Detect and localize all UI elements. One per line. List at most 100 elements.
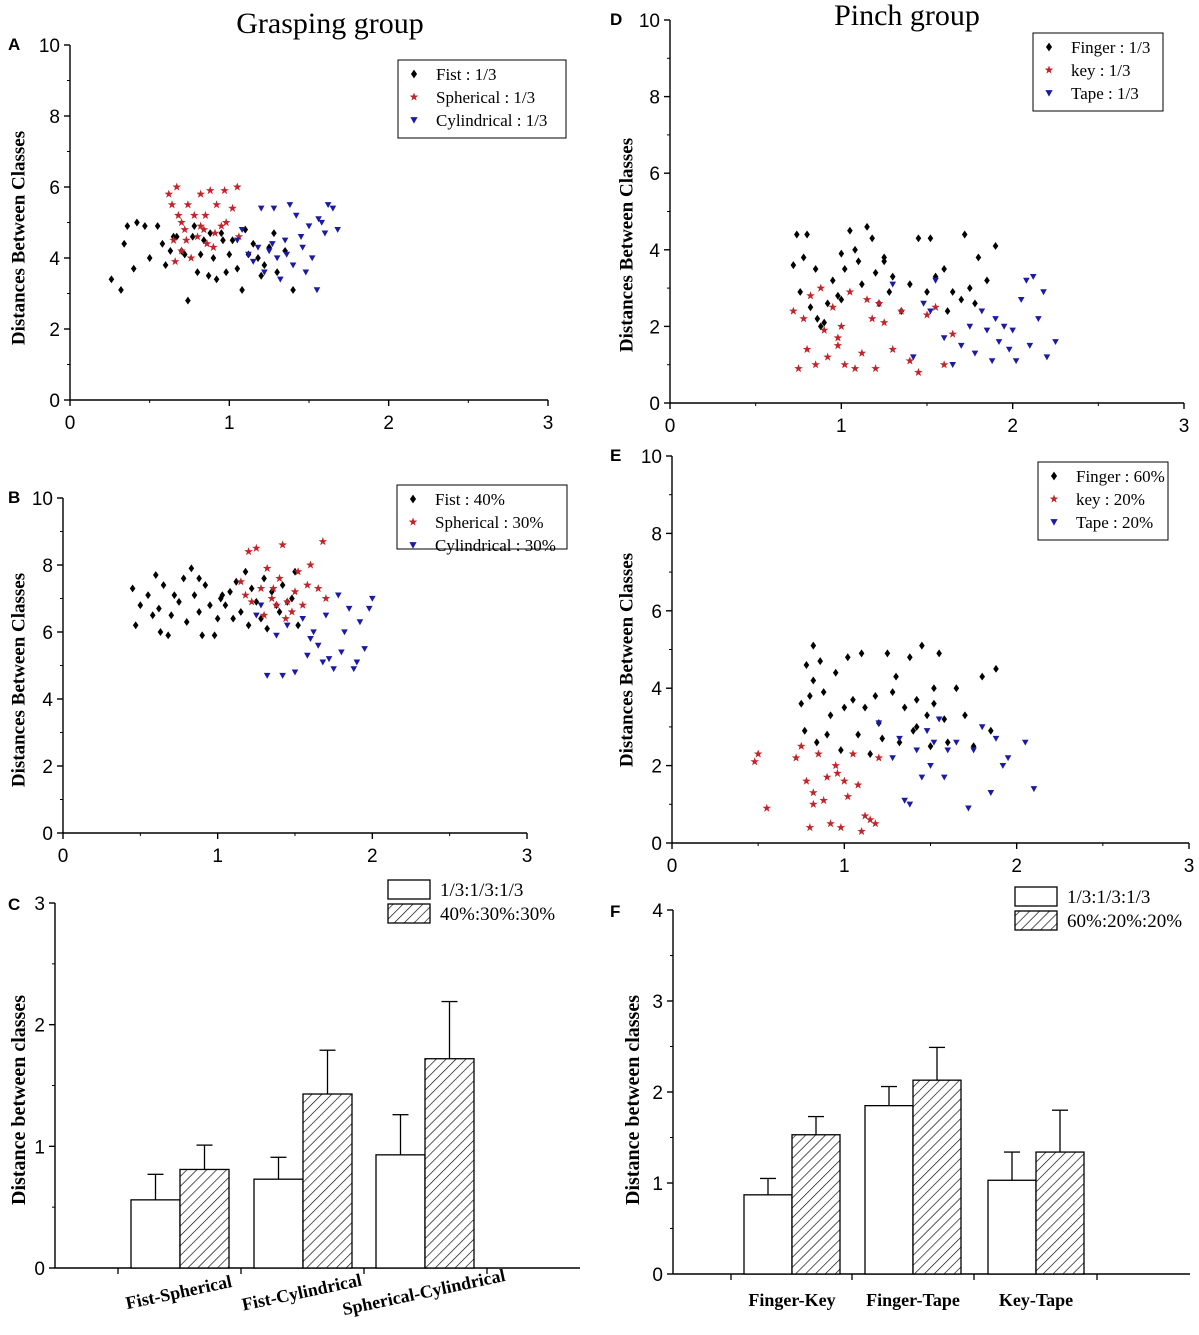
point-fist [233, 577, 240, 586]
panel-letter: B [8, 488, 20, 507]
point-finger [936, 649, 942, 658]
point-key [840, 360, 849, 369]
y-tick-label: 0 [651, 834, 662, 855]
point-key [931, 302, 940, 311]
point-finger [817, 657, 824, 666]
x-tick-label: 3 [543, 413, 554, 434]
point-finger [961, 230, 968, 239]
point-spherical [313, 584, 323, 593]
y-tick-label: 6 [651, 602, 662, 623]
legend: 1/3:1/3:1/3 60%:20%:20% [1014, 886, 1182, 932]
legend-swatch-weighted [387, 903, 431, 924]
point-spherical [201, 210, 210, 219]
bar-key-tape-weighted [1035, 1151, 1085, 1275]
point-fist [167, 246, 174, 255]
point-key [874, 298, 884, 308]
grasping-group-title: Grasping group [236, 7, 423, 40]
point-fist [218, 229, 225, 238]
x-tick-label: 2 [367, 846, 378, 867]
point-cylindrical [313, 287, 321, 294]
point-finger [889, 272, 896, 281]
y-tick-label: 8 [651, 524, 662, 545]
point-key [914, 367, 923, 376]
point-finger [824, 730, 830, 739]
point-spherical [234, 232, 244, 241]
legend-label-cylindrical: Cylindrical : 30% [435, 536, 556, 555]
point-finger [810, 676, 817, 685]
point-key [840, 776, 849, 785]
legend-marker-finger [1050, 471, 1058, 481]
point-key [833, 341, 843, 350]
legend-label-tape: Tape : 1/3 [1071, 84, 1139, 103]
legend-label-weighted: 40%:30%:30% [440, 904, 555, 925]
point-fist [261, 261, 268, 270]
point-fist [121, 239, 127, 248]
legend-marker-key [1044, 65, 1054, 74]
point-cylindrical [292, 212, 300, 219]
point-spherical [321, 594, 331, 603]
point-finger [832, 668, 839, 677]
point-tape [999, 762, 1007, 769]
point-fist [223, 268, 229, 277]
point-cylindrical [261, 269, 268, 276]
point-spherical [303, 580, 312, 589]
y-axis-label: Distances Between Classes [9, 131, 30, 345]
point-fist [295, 621, 301, 630]
point-cylindrical [299, 244, 306, 251]
legend-box [1037, 461, 1169, 541]
series-tape [875, 716, 1038, 812]
point-spherical [236, 577, 246, 586]
point-key [853, 780, 863, 789]
legend-marker-tape [1045, 90, 1053, 97]
point-finger [812, 264, 819, 273]
point-fist [108, 275, 115, 284]
series-fist [129, 564, 301, 640]
y-tick-label: 3 [34, 894, 45, 915]
point-key [888, 344, 897, 353]
point-tape [889, 281, 897, 288]
point-finger [972, 299, 978, 308]
point-spherical [170, 257, 180, 266]
point-fist [268, 587, 275, 596]
point-fist [191, 591, 198, 600]
point-fist [207, 229, 214, 238]
point-finger [953, 684, 960, 693]
point-finger [855, 730, 861, 739]
point-fist [222, 601, 229, 610]
point-fist [276, 607, 283, 616]
point-key [805, 823, 815, 832]
point-finger [889, 688, 896, 697]
point-fist [205, 271, 212, 280]
legend: 1/3:1/3:1/3 40%:30%:30% [387, 879, 555, 925]
point-tape [944, 747, 952, 754]
legend-label-finger: Finger : 60% [1076, 467, 1165, 486]
point-finger [872, 691, 879, 700]
point-cylindrical [279, 672, 286, 679]
point-fist [217, 594, 224, 603]
point-key [816, 283, 826, 292]
point-finger [924, 711, 930, 720]
legend-marker-key [1049, 494, 1059, 503]
point-cylindrical [305, 223, 313, 230]
point-tape [1012, 358, 1020, 365]
y-tick-label: 8 [49, 107, 60, 128]
point-tape [940, 335, 948, 342]
point-fist [234, 264, 241, 273]
point-cylindrical [341, 629, 348, 636]
point-finger [862, 703, 868, 712]
point-fist [219, 591, 226, 600]
point-fist [160, 581, 167, 590]
point-cylindrical [269, 241, 276, 248]
point-finger [941, 715, 948, 724]
point-fist [245, 621, 252, 630]
point-key [814, 749, 823, 758]
point-key [809, 788, 818, 797]
point-spherical [247, 597, 256, 606]
point-tape [983, 327, 991, 334]
point-cylindrical [265, 248, 273, 255]
point-cylindrical [350, 666, 358, 673]
point-tape [920, 300, 927, 307]
point-finger [807, 691, 813, 700]
point-spherical [281, 614, 290, 623]
legend-label-cylindrical: Cylindrical : 1/3 [436, 111, 547, 130]
